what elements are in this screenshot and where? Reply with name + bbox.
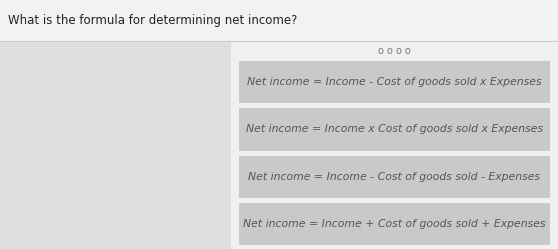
Text: Net income = Income + Cost of goods sold + Expenses: Net income = Income + Cost of goods sold… (243, 219, 546, 229)
Bar (239, 108, 550, 150)
Bar (0, 0, 558, 41)
Bar (231, 41, 558, 249)
Text: What is the formula for determining net income?: What is the formula for determining net … (8, 14, 297, 27)
Text: Net income = Income - Cost of goods sold - Expenses: Net income = Income - Cost of goods sold… (248, 172, 541, 182)
Text: Net income = Income - Cost of goods sold x Expenses: Net income = Income - Cost of goods sold… (247, 77, 542, 87)
Text: o o o o: o o o o (378, 46, 411, 56)
Text: Net income = Income x Cost of goods sold x Expenses: Net income = Income x Cost of goods sold… (246, 124, 543, 134)
Bar (0, 41, 231, 249)
Bar (239, 155, 550, 198)
Bar (239, 61, 550, 103)
Bar (239, 203, 550, 245)
